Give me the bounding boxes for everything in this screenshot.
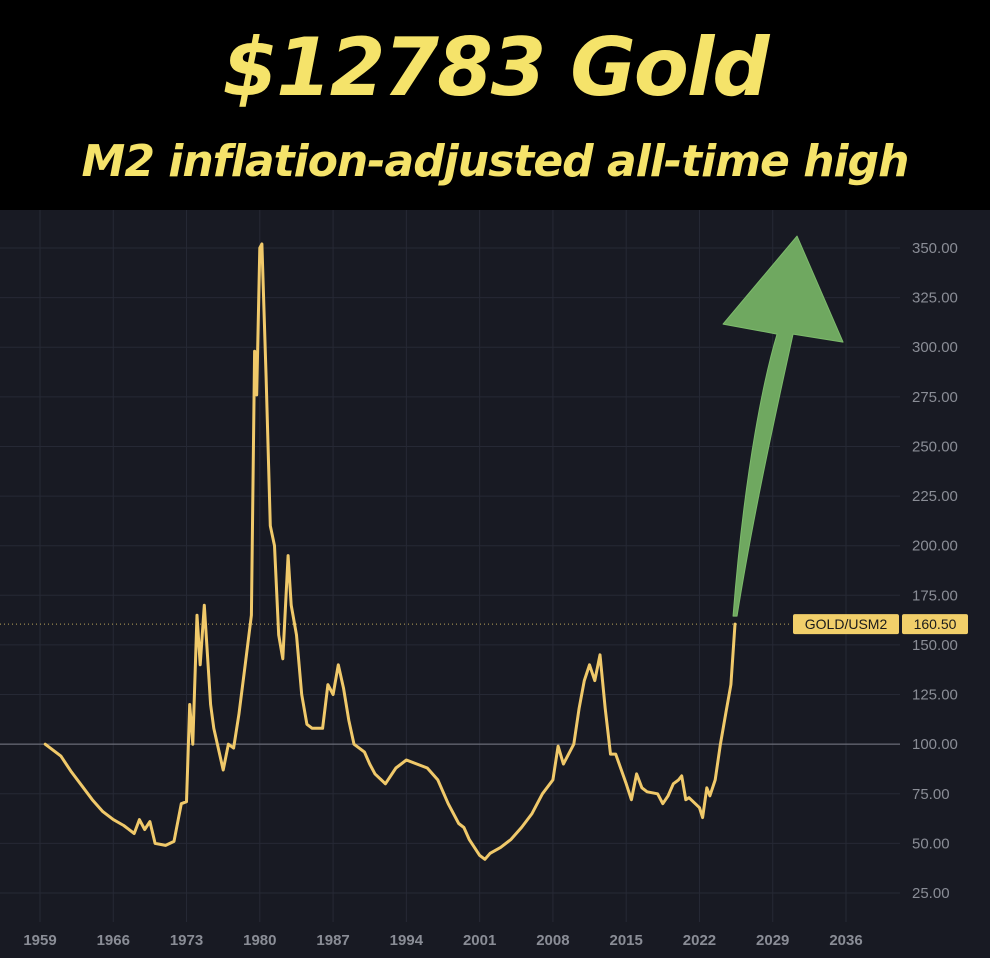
y-tick-label: 150.00 xyxy=(912,637,958,654)
x-tick-label: 2008 xyxy=(536,932,569,949)
x-tick-label: 2022 xyxy=(683,932,716,949)
horizontal-gridlines xyxy=(0,247,900,894)
x-tick-label: 1973 xyxy=(170,932,203,949)
header-banner: $12783 Gold M2 inflation-adjusted all-ti… xyxy=(0,0,990,210)
last-value-tag-label: 160.50 xyxy=(914,616,957,632)
x-tick-label: 1959 xyxy=(23,932,56,949)
series-line-gold-usm2 xyxy=(43,242,737,861)
y-tick-label: 225.00 xyxy=(912,488,958,505)
y-tick-label: 125.00 xyxy=(912,687,958,704)
x-tick-label: 1994 xyxy=(390,932,424,949)
x-tick-label: 2001 xyxy=(463,932,496,949)
headline-subtitle: M2 inflation-adjusted all-time high xyxy=(81,136,910,187)
y-tick-label: 75.00 xyxy=(912,786,950,803)
x-axis-tick-labels: 1959 1966 1973 1980 1987 1994 2001 2008 2015 2022… xyxy=(23,932,862,949)
last-value-tags: GOLD/USM2 160.50 xyxy=(793,614,968,635)
y-tick-label: 350.00 xyxy=(912,240,958,257)
reference-line-group xyxy=(0,623,900,745)
x-tick-label: 1987 xyxy=(316,932,349,949)
series-name-tag xyxy=(793,614,899,635)
y-tick-label: 100.00 xyxy=(912,736,958,753)
y-axis-tick-labels: 25.00 50.00 75.00 100.00 125.00 150.00 175.00 2… xyxy=(912,240,958,902)
headline-title: $12783 Gold xyxy=(222,21,769,114)
price-chart: 25.00 50.00 75.00 100.00 125.00 150.00 175.00 2… xyxy=(0,210,968,949)
chart-area: 25.00 50.00 75.00 100.00 125.00 150.00 175.00 2… xyxy=(0,210,990,958)
last-value-tag xyxy=(902,614,968,635)
y-tick-label: 300.00 xyxy=(912,339,958,356)
x-tick-label: 2015 xyxy=(609,932,642,949)
y-tick-label: 25.00 xyxy=(912,885,950,902)
green-up-arrow xyxy=(722,235,844,617)
vertical-gridlines xyxy=(39,210,847,922)
series-name-tag-label: GOLD/USM2 xyxy=(805,616,888,632)
x-tick-label: 2029 xyxy=(756,932,789,949)
y-tick-label: 200.00 xyxy=(912,538,958,555)
y-tick-label: 250.00 xyxy=(912,438,958,455)
series-group xyxy=(43,242,737,861)
y-tick-label: 175.00 xyxy=(912,587,958,604)
arrow-annotation-group xyxy=(722,235,844,617)
y-tick-label: 275.00 xyxy=(912,389,958,406)
y-tick-label: 325.00 xyxy=(912,290,958,307)
x-tick-label: 2036 xyxy=(829,932,862,949)
y-tick-label: 50.00 xyxy=(912,835,950,852)
x-tick-label: 1966 xyxy=(97,932,130,949)
x-tick-label: 1980 xyxy=(243,932,276,949)
